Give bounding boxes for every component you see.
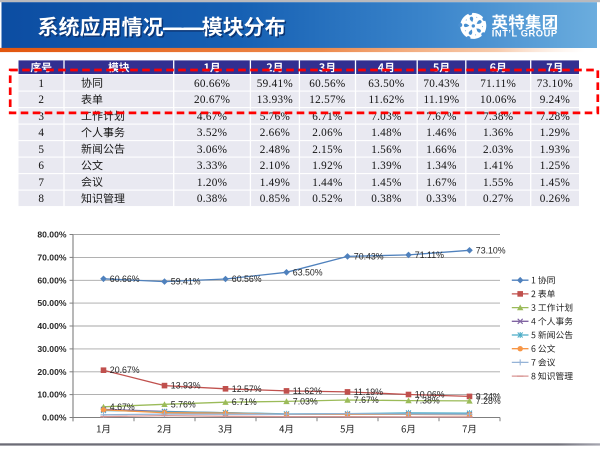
svg-text:3.33%: 3.33% [197, 160, 227, 172]
svg-text:2.66%: 2.66% [260, 127, 290, 139]
svg-text:59.41%: 59.41% [257, 78, 293, 90]
svg-text:10.06%: 10.06% [480, 94, 516, 106]
svg-text:20.67%: 20.67% [110, 365, 140, 375]
svg-text:7.38%: 7.38% [415, 396, 440, 406]
svg-text:50.00%: 50.00% [37, 298, 67, 308]
svg-text:59.41%: 59.41% [171, 277, 201, 287]
svg-text:1.48%: 1.48% [371, 127, 401, 139]
svg-text:9.24%: 9.24% [476, 391, 501, 401]
svg-text:40.00%: 40.00% [37, 321, 67, 331]
svg-text:60.56%: 60.56% [309, 78, 345, 90]
svg-text:12.57%: 12.57% [309, 94, 345, 106]
svg-text:4: 4 [38, 127, 44, 139]
svg-text:1.66%: 1.66% [426, 144, 456, 156]
svg-text:1.36%: 1.36% [483, 127, 513, 139]
svg-text:11.19%: 11.19% [424, 94, 460, 106]
svg-text:0.85%: 0.85% [260, 193, 290, 205]
svg-text:9.24%: 9.24% [540, 94, 570, 106]
svg-text:7.67%: 7.67% [354, 395, 379, 405]
svg-text:2.48%: 2.48% [260, 144, 290, 156]
svg-text:1.56%: 1.56% [371, 144, 401, 156]
svg-text:11.19%: 11.19% [354, 387, 383, 397]
svg-text:1.29%: 1.29% [540, 127, 570, 139]
svg-text:70.00%: 70.00% [37, 252, 67, 262]
svg-text:73.10%: 73.10% [476, 245, 506, 255]
svg-text:7.38%: 7.38% [483, 111, 513, 123]
svg-text:1.39%: 1.39% [371, 160, 401, 172]
svg-text:4.67%: 4.67% [110, 402, 135, 412]
svg-text:80.00%: 80.00% [37, 230, 67, 240]
svg-text:0.33%: 0.33% [426, 193, 456, 205]
svg-text:30.00%: 30.00% [37, 344, 67, 354]
svg-text:60.56%: 60.56% [232, 274, 262, 284]
svg-text:1.46%: 1.46% [426, 127, 456, 139]
svg-text:2: 2 [38, 94, 44, 106]
svg-text:5: 5 [38, 144, 44, 156]
svg-text:3.52%: 3.52% [197, 127, 227, 139]
svg-text:20.00%: 20.00% [37, 367, 67, 377]
svg-text:1.25%: 1.25% [540, 160, 570, 172]
svg-text:0.00%: 0.00% [42, 413, 67, 423]
svg-text:3: 3 [38, 111, 44, 123]
svg-text:13.93%: 13.93% [171, 381, 201, 391]
svg-text:1.44%: 1.44% [312, 177, 342, 189]
svg-text:1.55%: 1.55% [483, 177, 513, 189]
svg-text:0.38%: 0.38% [197, 193, 227, 205]
svg-text:71.11%: 71.11% [415, 250, 444, 260]
svg-text:12.57%: 12.57% [232, 384, 262, 394]
svg-text:1.45%: 1.45% [540, 177, 570, 189]
svg-text:2.03%: 2.03% [483, 144, 513, 156]
svg-text:1.41%: 1.41% [483, 160, 513, 172]
svg-text:5.76%: 5.76% [171, 399, 196, 409]
svg-text:2.15%: 2.15% [312, 144, 342, 156]
svg-text:10.00%: 10.00% [37, 390, 67, 400]
svg-text:11.62%: 11.62% [368, 94, 404, 106]
svg-text:6.71%: 6.71% [232, 397, 257, 407]
svg-text:7.28%: 7.28% [476, 396, 501, 406]
svg-text:63.50%: 63.50% [293, 267, 323, 277]
svg-text:2.10%: 2.10% [260, 160, 290, 172]
svg-text:6: 6 [38, 160, 44, 172]
svg-text:0.27%: 0.27% [483, 193, 513, 205]
svg-text:0.38%: 0.38% [371, 193, 401, 205]
svg-text:11.62%: 11.62% [293, 386, 322, 396]
svg-text:60.66%: 60.66% [194, 78, 230, 90]
svg-text:1.93%: 1.93% [540, 144, 570, 156]
svg-text:1.45%: 1.45% [371, 177, 401, 189]
svg-text:1.20%: 1.20% [197, 177, 227, 189]
svg-text:0.26%: 0.26% [540, 193, 570, 205]
svg-text:1.67%: 1.67% [426, 177, 456, 189]
svg-text:INT’L GROUP: INT’L GROUP [492, 29, 558, 39]
svg-text:10.06%: 10.06% [415, 390, 445, 400]
svg-text:1.92%: 1.92% [312, 160, 342, 172]
svg-text:13.93%: 13.93% [257, 94, 293, 106]
svg-text:70.43%: 70.43% [354, 251, 384, 261]
svg-text:2.06%: 2.06% [312, 127, 342, 139]
svg-text:7: 7 [38, 177, 44, 189]
svg-text:8: 8 [38, 193, 44, 205]
svg-text:71.11%: 71.11% [480, 78, 516, 90]
svg-text:60.00%: 60.00% [37, 275, 67, 285]
svg-text:7.03%: 7.03% [293, 396, 318, 406]
svg-text:60.66%: 60.66% [110, 274, 140, 284]
svg-text:0.52%: 0.52% [312, 193, 342, 205]
svg-text:1.49%: 1.49% [260, 177, 290, 189]
svg-text:1.34%: 1.34% [426, 160, 456, 172]
svg-text:1: 1 [38, 78, 44, 90]
svg-text:3.06%: 3.06% [197, 144, 227, 156]
svg-text:20.67%: 20.67% [194, 94, 230, 106]
svg-text:63.50%: 63.50% [368, 78, 404, 90]
svg-text:70.43%: 70.43% [423, 78, 459, 90]
svg-text:73.10%: 73.10% [537, 78, 573, 90]
